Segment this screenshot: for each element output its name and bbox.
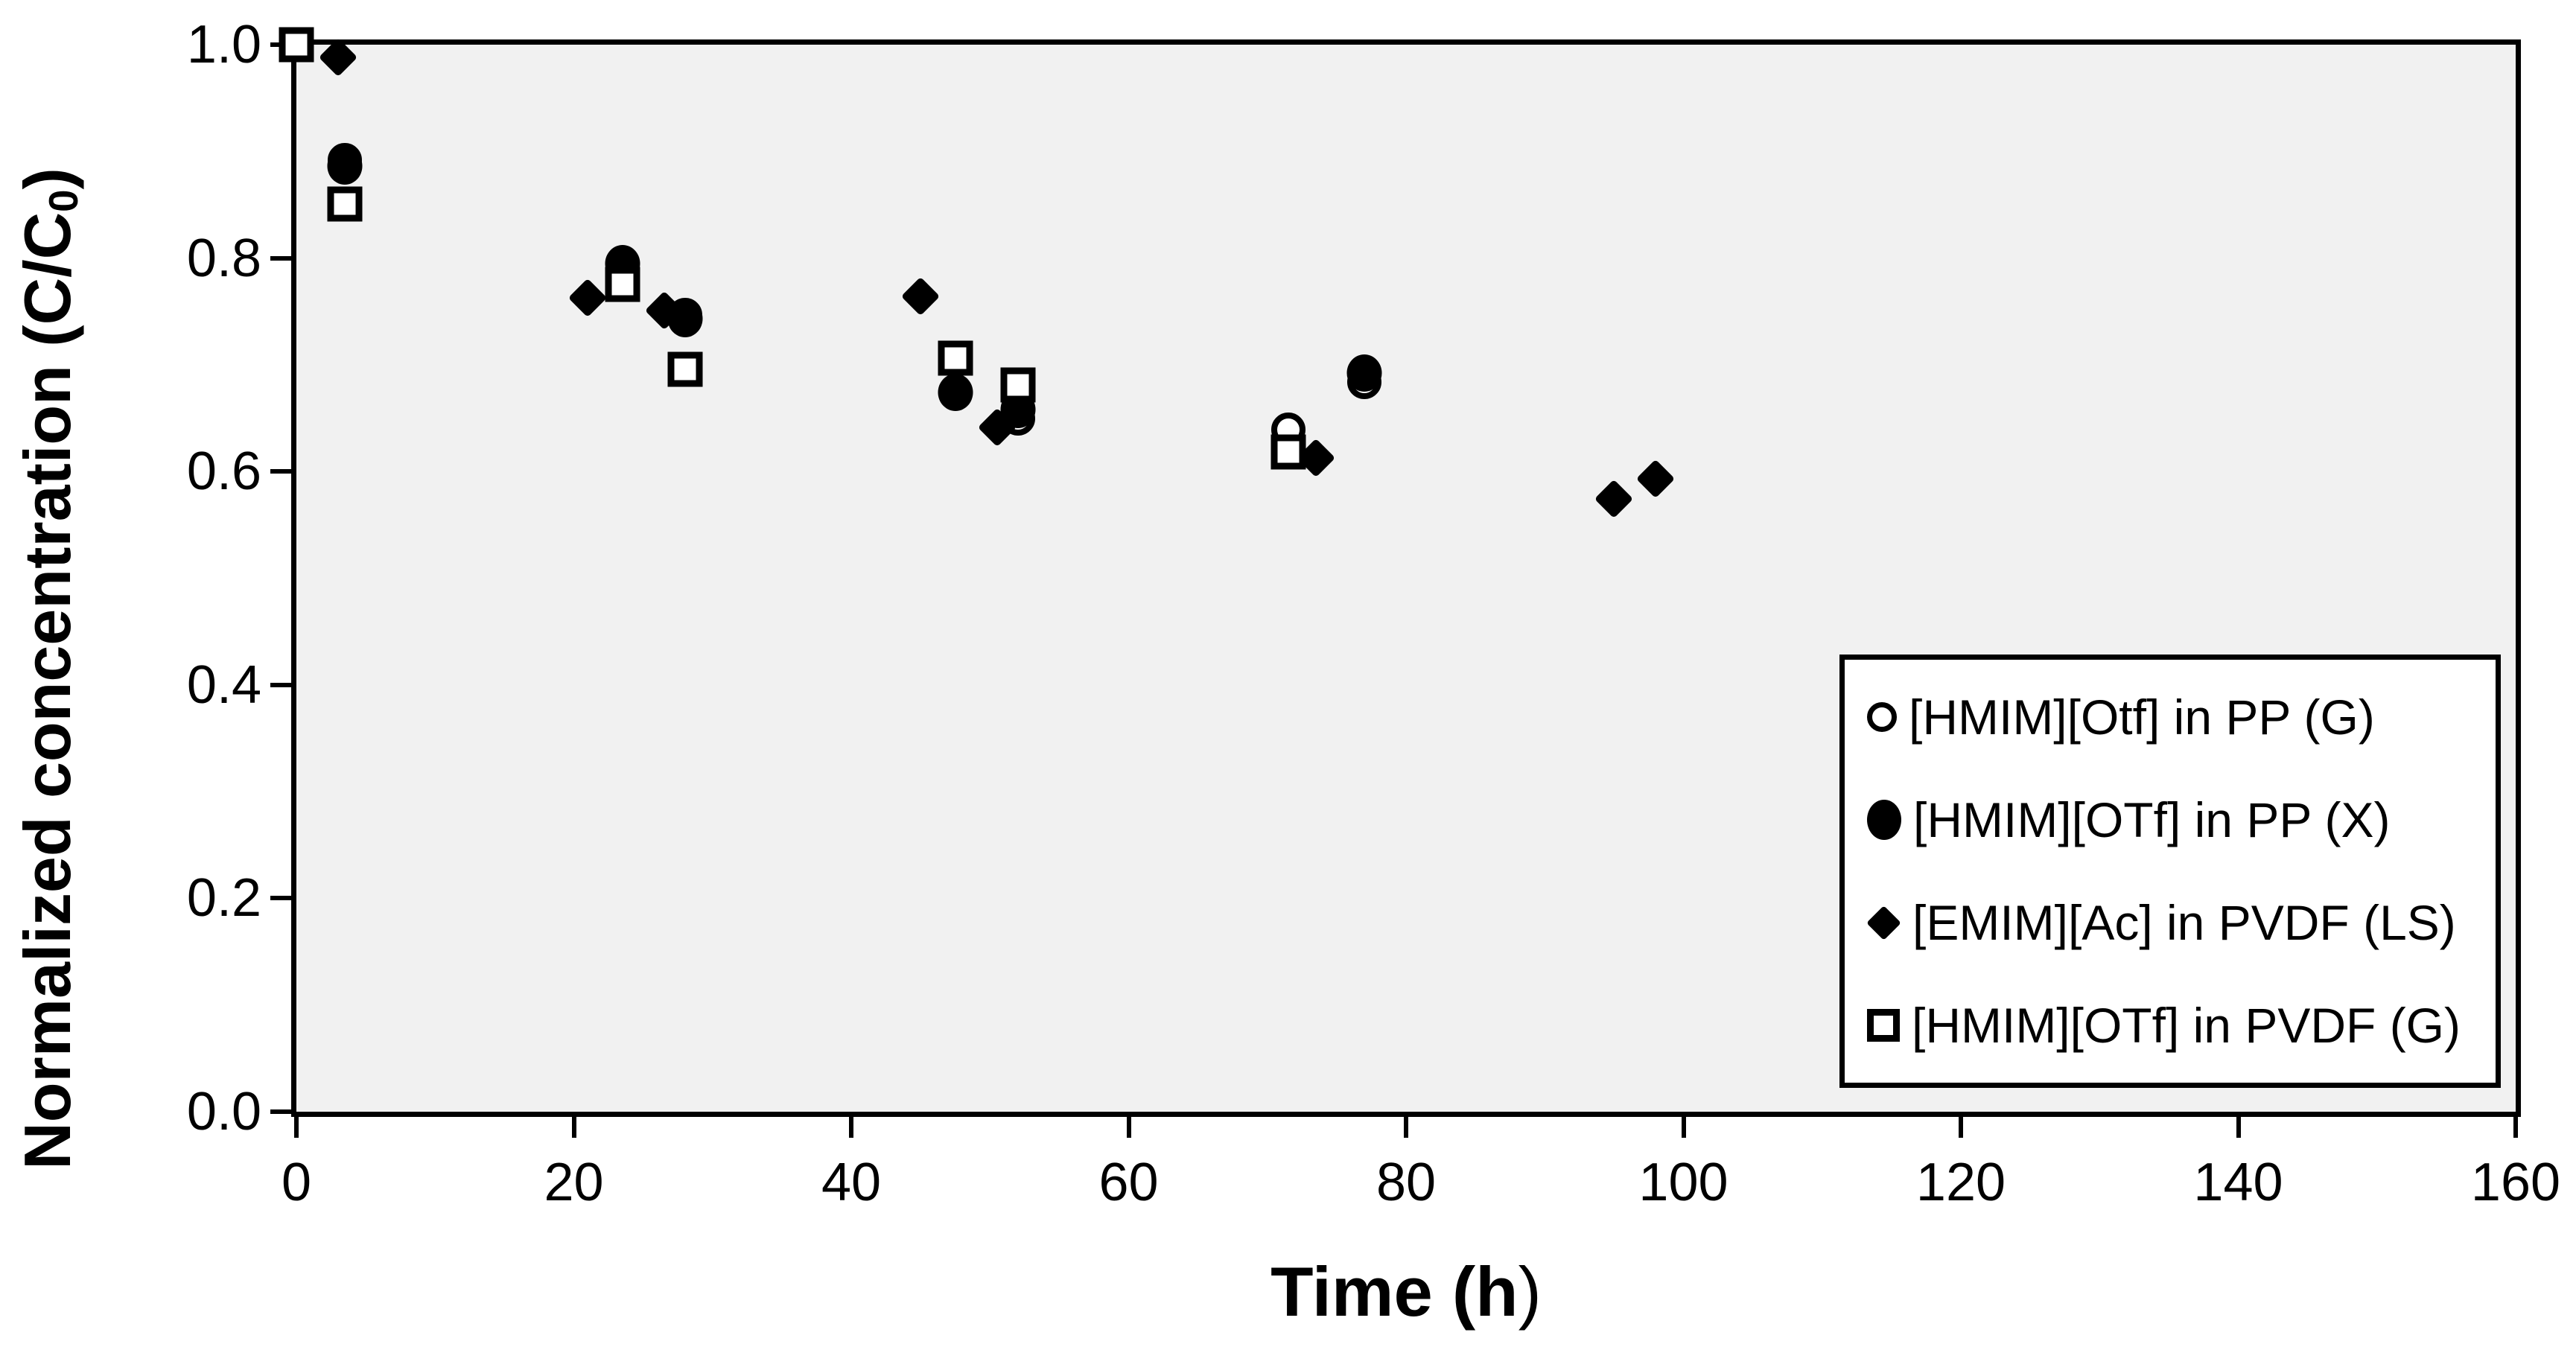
legend-marker-circle-open xyxy=(1867,702,1897,732)
x-tick-mark xyxy=(2513,1117,2518,1138)
legend-box: [HMIM][Otf] in PP (G) [HMIM][OTf] in PP (… xyxy=(1839,655,2501,1088)
y-axis-title: Normalized concentration (C/C0) xyxy=(10,168,86,1170)
legend-row: [HMIM][Otf] in PP (G) xyxy=(1867,689,2496,745)
y-tick-mark xyxy=(270,682,291,687)
x-tick-mark xyxy=(1404,1117,1408,1138)
y-tick-mark xyxy=(270,1109,291,1114)
x-tick-label: 160 xyxy=(2470,1153,2561,1212)
y-tick-label: 0.2 xyxy=(186,868,261,929)
legend-label: [HMIM][OTf] in PVDF (G) xyxy=(1912,998,2461,1053)
data-point-square-open xyxy=(667,351,702,387)
data-point-square-open xyxy=(279,27,314,63)
legend-row: [EMIM][Ac] in PVDF (LS) xyxy=(1866,894,2496,951)
legend-marker-circle-filled xyxy=(1867,800,1901,840)
y-tick-label: 0.4 xyxy=(186,655,261,715)
x-tick-label: 80 xyxy=(1376,1153,1437,1212)
x-tick-mark xyxy=(1959,1117,1963,1138)
legend-label: [HMIM][Otf] in PP (G) xyxy=(1909,690,2375,745)
x-tick-label: 100 xyxy=(1638,1153,1729,1212)
y-axis-title-main: Normalized concentration (C/C xyxy=(10,211,84,1170)
x-tick-mark xyxy=(2236,1117,2241,1138)
x-tick-label: 0 xyxy=(281,1153,312,1212)
x-axis-title: Time (h) xyxy=(1270,1252,1542,1332)
y-tick-label: 1.0 xyxy=(186,15,261,74)
y-tick-mark xyxy=(270,896,291,901)
x-tick-mark xyxy=(1681,1117,1686,1138)
x-tick-mark xyxy=(294,1117,299,1138)
data-point-square-open xyxy=(327,186,363,222)
x-tick-label: 40 xyxy=(821,1153,882,1212)
x-tick-mark xyxy=(849,1117,853,1138)
x-tick-label: 60 xyxy=(1098,1153,1159,1212)
x-axis-title-main: Time (h xyxy=(1270,1252,1518,1331)
x-tick-mark xyxy=(571,1117,576,1138)
data-point-circle-filled xyxy=(938,374,973,412)
data-point-square-open xyxy=(1270,434,1306,470)
legend-row: [HMIM][OTf] in PP (X) xyxy=(1867,792,2496,848)
y-tick-mark xyxy=(270,469,291,474)
x-tick-mark xyxy=(1126,1117,1131,1138)
x-axis-title-close: ) xyxy=(1518,1252,1542,1331)
legend-label: [HMIM][OTf] in PP (X) xyxy=(1913,792,2391,847)
x-tick-label: 140 xyxy=(2193,1153,2283,1212)
data-point-circle-filled xyxy=(1346,354,1382,392)
y-tick-label: 0.0 xyxy=(186,1082,261,1141)
x-tick-label: 20 xyxy=(544,1153,604,1212)
legend-label: [EMIM][Ac] in PVDF (LS) xyxy=(1912,895,2456,950)
data-point-square-open xyxy=(938,340,973,376)
y-tick-mark xyxy=(270,255,291,261)
data-point-square-open xyxy=(1000,367,1035,403)
y-axis-title-subscript: 0 xyxy=(40,189,86,212)
legend-marker-diamond-filled xyxy=(1866,905,1901,940)
x-tick-label: 120 xyxy=(1915,1153,2006,1212)
legend-row: [HMIM][OTf] in PVDF (G) xyxy=(1867,997,2496,1054)
data-point-circle-filled xyxy=(327,147,363,185)
y-tick-label: 0.8 xyxy=(186,228,261,288)
y-axis-title-close: ) xyxy=(10,168,84,190)
y-tick-label: 0.6 xyxy=(186,442,261,502)
data-point-square-open xyxy=(605,267,640,302)
legend-marker-square-open xyxy=(1867,1009,1900,1042)
